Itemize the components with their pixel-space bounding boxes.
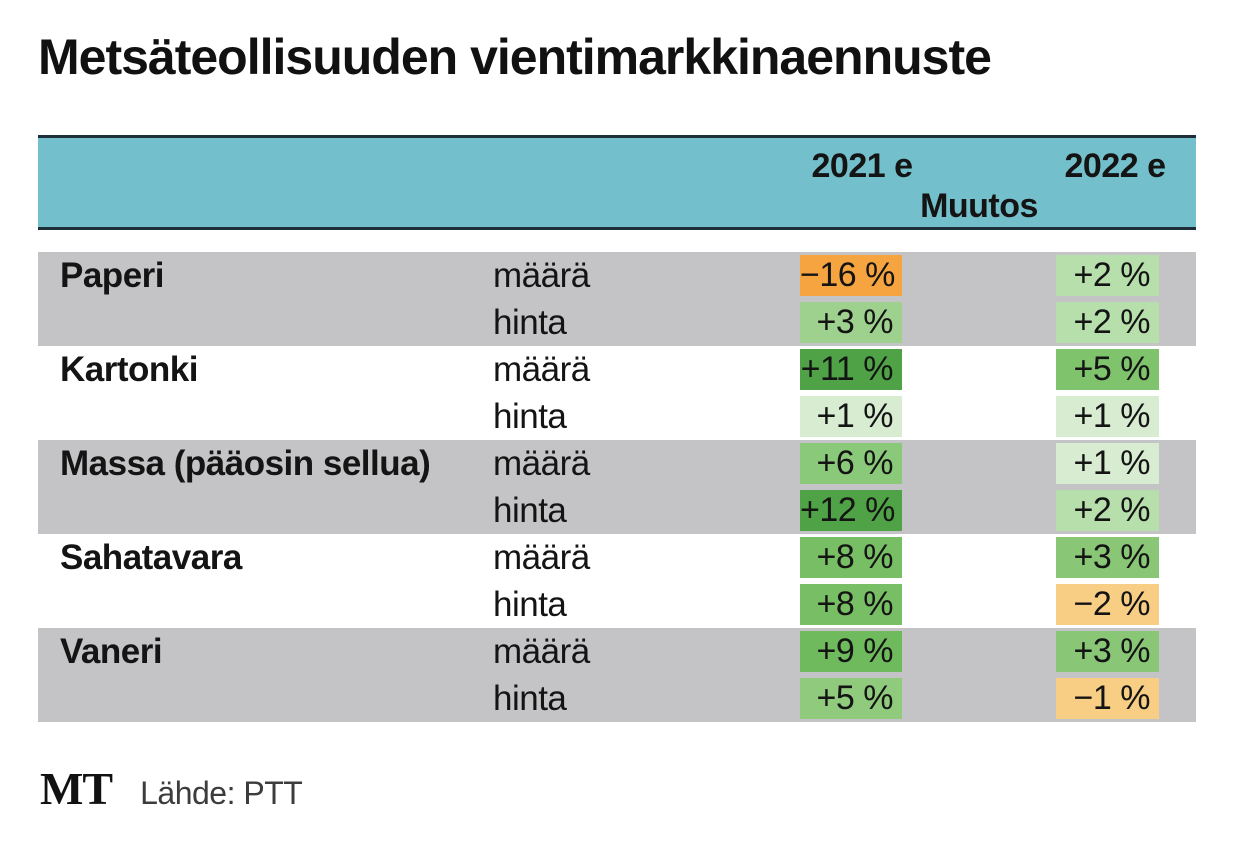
metric-label: hinta — [493, 491, 567, 530]
value-cell-2021: +9 % — [800, 631, 902, 672]
column-subheader-muutos: Muutos — [920, 187, 1038, 225]
table-row: Kartonki määrä +11 % +5 % — [38, 346, 1196, 393]
metric-label: hinta — [493, 679, 567, 718]
value-cell-2022: −1 % — [1056, 678, 1159, 719]
value-cell-2022: +2 % — [1056, 255, 1159, 296]
table-row: hinta +12 % +2 % — [38, 487, 1196, 534]
value-cell-2021: +5 % — [800, 678, 902, 719]
footer: MT Lähde: PTT — [40, 763, 303, 814]
column-header-2022: 2022 e — [1064, 147, 1167, 185]
value-cell-2021: +8 % — [800, 584, 902, 625]
value-cell-2022: +1 % — [1056, 443, 1159, 484]
table-row: Massa (pääosin sellua) määrä +6 % +1 % — [38, 440, 1196, 487]
product-name: Sahatavara — [60, 538, 242, 577]
table-row: Sahatavara määrä +8 % +3 % — [38, 534, 1196, 581]
value-cell-2022: +2 % — [1056, 302, 1159, 343]
source-credit: Lähde: PTT — [140, 775, 303, 811]
value-cell-2022: +1 % — [1056, 396, 1159, 437]
value-cell-2022: +5 % — [1056, 349, 1159, 390]
metric-label: hinta — [493, 303, 567, 342]
column-header-2021: 2021 e — [811, 147, 914, 185]
value-cell-2022: +2 % — [1056, 490, 1159, 531]
table-row: hinta +3 % +2 % — [38, 299, 1196, 346]
table-header: 2021 e 2022 e Muutos — [38, 135, 1196, 230]
mt-logo: MT — [40, 763, 113, 814]
value-cell-2022: +3 % — [1056, 537, 1159, 578]
value-cell-2021: +6 % — [800, 443, 902, 484]
value-cell-2021: +8 % — [800, 537, 902, 578]
table-row: hinta +8 % −2 % — [38, 581, 1196, 628]
table-row: Vaneri määrä +9 % +3 % — [38, 628, 1196, 675]
value-cell-2022: +3 % — [1056, 631, 1159, 672]
product-name: Massa (pääosin sellua) — [60, 444, 431, 483]
metric-label: hinta — [493, 585, 567, 624]
row-group-kartonki: Kartonki määrä +11 % +5 % hinta +1 % +1 … — [38, 346, 1196, 440]
value-cell-2021: +3 % — [800, 302, 902, 343]
metric-label: määrä — [493, 350, 590, 389]
value-cell-2021: +11 % — [800, 349, 902, 390]
page-title: Metsäteollisuuden vientimarkkinaennuste — [38, 29, 992, 85]
value-cell-2021: +1 % — [800, 396, 902, 437]
value-cell-2021: +12 % — [800, 490, 902, 531]
value-cell-2021: −16 % — [800, 255, 902, 296]
row-group-paperi: Paperi määrä −16 % +2 % hinta +3 % +2 % — [38, 252, 1196, 346]
table-row: hinta +5 % −1 % — [38, 675, 1196, 722]
product-name: Paperi — [60, 256, 165, 295]
value-cell-2022: −2 % — [1056, 584, 1159, 625]
table-row: Paperi määrä −16 % +2 % — [38, 252, 1196, 299]
metric-label: määrä — [493, 444, 590, 483]
row-group-sahatavara: Sahatavara määrä +8 % +3 % hinta +8 % −2… — [38, 534, 1196, 628]
metric-label: hinta — [493, 397, 567, 436]
product-name: Kartonki — [60, 350, 198, 389]
table-row: hinta +1 % +1 % — [38, 393, 1196, 440]
row-group-massa: Massa (pääosin sellua) määrä +6 % +1 % h… — [38, 440, 1196, 534]
metric-label: määrä — [493, 632, 590, 671]
row-group-vaneri: Vaneri määrä +9 % +3 % hinta +5 % −1 % — [38, 628, 1196, 722]
metric-label: määrä — [493, 256, 590, 295]
product-name: Vaneri — [60, 632, 163, 671]
metric-label: määrä — [493, 538, 590, 577]
